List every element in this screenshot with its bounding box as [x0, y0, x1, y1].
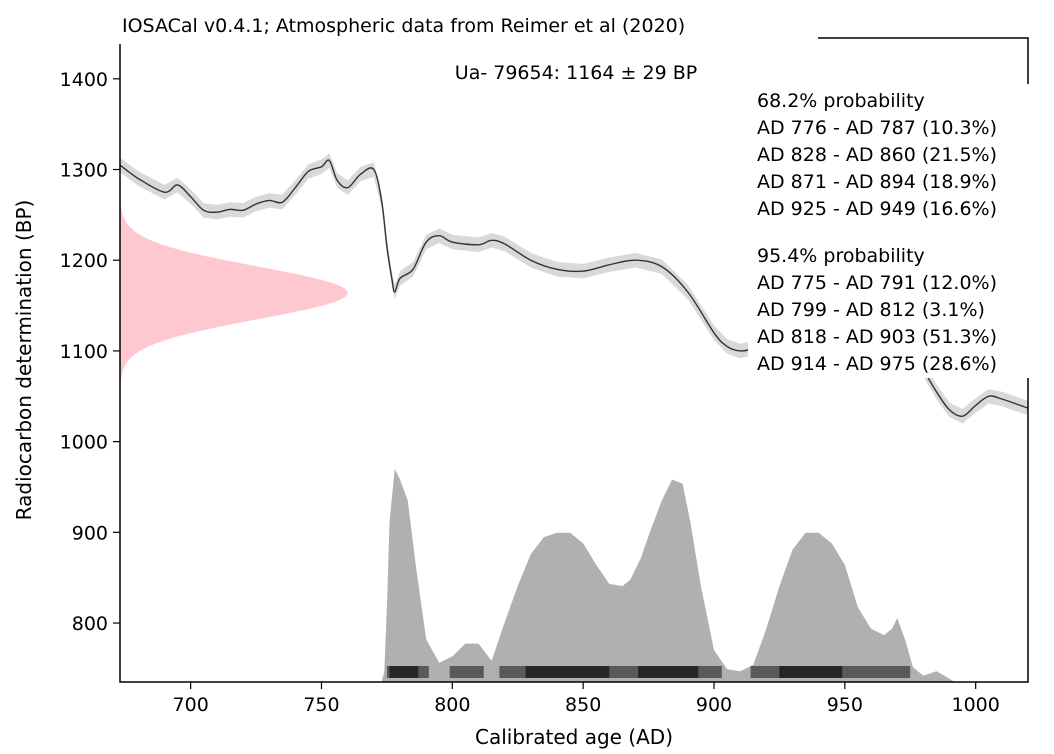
- x-ticks: 700 750 800 850 900 950 1000: [173, 682, 1000, 716]
- range-95-line: AD 818 - AD 903 (51.3%): [757, 326, 997, 348]
- probability-box: [748, 84, 1050, 378]
- heading-95: 95.4% probability: [757, 245, 925, 267]
- x-tick-label: 700: [173, 694, 209, 716]
- y-tick-label: 1300: [60, 160, 108, 182]
- calibration-curve-band: [120, 153, 1028, 424]
- x-tick-label: 850: [565, 694, 601, 716]
- range-68-bar: [389, 666, 419, 678]
- range-95-bar: [449, 666, 484, 678]
- y-axis-label: Radiocarbon determination (BP): [12, 200, 36, 521]
- range-95-line: AD 799 - AD 812 (3.1%): [757, 299, 985, 321]
- x-tick-label: 800: [434, 694, 470, 716]
- range-68-line: AD 925 - AD 949 (16.6%): [757, 198, 997, 220]
- calibrated-distribution-area: [373, 468, 976, 682]
- range-95-line: AD 775 - AD 791 (12.0%): [757, 272, 997, 294]
- range-bars: [386, 666, 911, 678]
- range-68-bar: [779, 666, 843, 678]
- x-axis-label: Calibrated age (AD): [475, 725, 673, 749]
- title-background: [118, 10, 818, 44]
- x-tick-label: 1000: [951, 694, 999, 716]
- measurement-distribution: [120, 187, 348, 399]
- probability-text: 68.2% probability AD 776 - AD 787 (10.3%…: [757, 90, 997, 375]
- y-tick-label: 900: [72, 522, 108, 544]
- y-tick-label: 1200: [60, 250, 108, 272]
- y-tick-label: 1000: [60, 432, 108, 454]
- range-95-line: AD 914 - AD 975 (28.6%): [757, 353, 997, 375]
- range-68-bar: [638, 666, 699, 678]
- range-68-line: AD 828 - AD 860 (21.5%): [757, 144, 997, 166]
- range-68-line: AD 871 - AD 894 (18.9%): [757, 171, 997, 193]
- y-tick-label: 800: [72, 613, 108, 635]
- range-68-bar: [525, 666, 610, 678]
- x-tick-label: 750: [303, 694, 339, 716]
- y-tick-label: 1100: [60, 341, 108, 363]
- sample-label: Ua- 79654: 1164 ± 29 BP: [455, 62, 697, 84]
- chart-title: IOSACal v0.4.1; Atmospheric data from Re…: [122, 15, 685, 37]
- range-68-line: AD 776 - AD 787 (10.3%): [757, 117, 997, 139]
- x-tick-label: 900: [696, 694, 732, 716]
- heading-68: 68.2% probability: [757, 90, 925, 112]
- y-tick-label: 1400: [60, 69, 108, 91]
- y-ticks: 800 900 1000 1100 1200 1300 1400: [60, 69, 120, 635]
- x-tick-label: 950: [827, 694, 863, 716]
